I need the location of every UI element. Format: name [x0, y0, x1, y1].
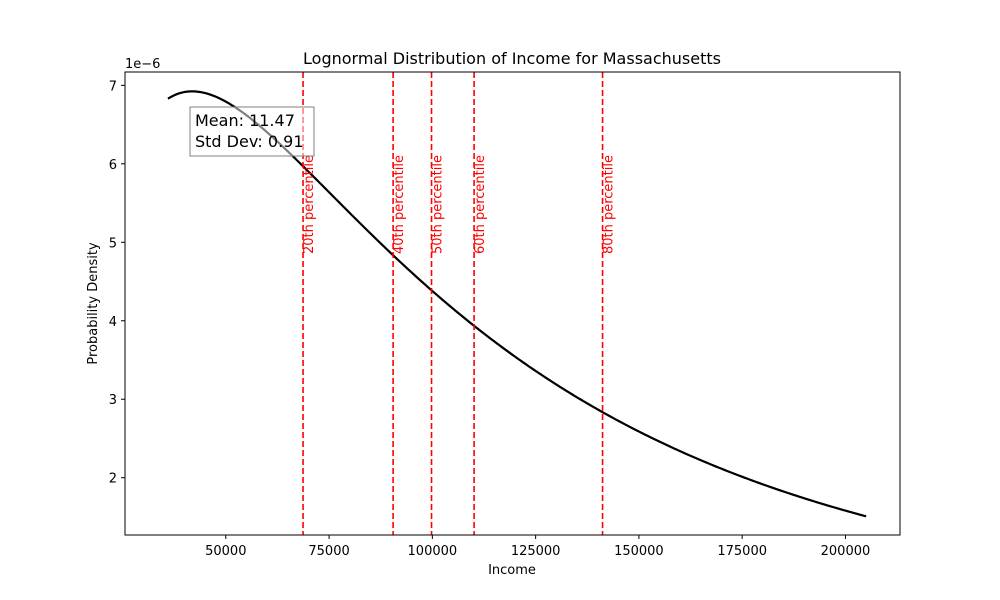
y-axis-label: Probability Density [86, 242, 101, 365]
x-tick-label: 75000 [308, 544, 349, 559]
x-tick-label: 125000 [511, 544, 561, 559]
percentile-label-3: 50th percentile [431, 155, 446, 254]
y-tick-label: 7 [109, 79, 117, 94]
chart-title: Lognormal Distribution of Income for Mas… [303, 49, 721, 68]
x-tick-label: 150000 [614, 544, 664, 559]
stats-std-dev: Std Dev: 0.91 [195, 132, 304, 151]
x-tick-label: 100000 [408, 544, 458, 559]
x-axis-label: Income [488, 563, 536, 578]
y-axis: 2 3 4 5 6 7 [109, 79, 125, 487]
x-tick-label: 175000 [717, 544, 767, 559]
percentile-label-2: 40th percentile [392, 155, 407, 254]
stats-box: Mean: 11.47 Std Dev: 0.91 [189, 106, 315, 157]
x-tick-label: 50000 [205, 544, 246, 559]
y-scale-label: 1e−6 [125, 57, 160, 72]
stats-box-frame [189, 106, 315, 157]
stats-mean: Mean: 11.47 [195, 111, 295, 130]
percentile-label-5: 80th percentile [602, 155, 617, 254]
x-axis: 50000 75000 100000 125000 150000 175000 200000 [205, 535, 870, 559]
percentile-label-1: 20th percentile [302, 155, 317, 254]
axes-frame [124, 71, 901, 536]
x-tick-label: 200000 [821, 544, 871, 559]
y-tick-label: 2 [109, 472, 117, 487]
y-tick-label: 6 [109, 158, 117, 173]
y-tick-label: 5 [109, 236, 117, 251]
y-tick-label: 4 [109, 315, 117, 330]
percentile-label-4: 60th percentile [473, 155, 488, 254]
y-tick-label: 3 [109, 393, 117, 408]
